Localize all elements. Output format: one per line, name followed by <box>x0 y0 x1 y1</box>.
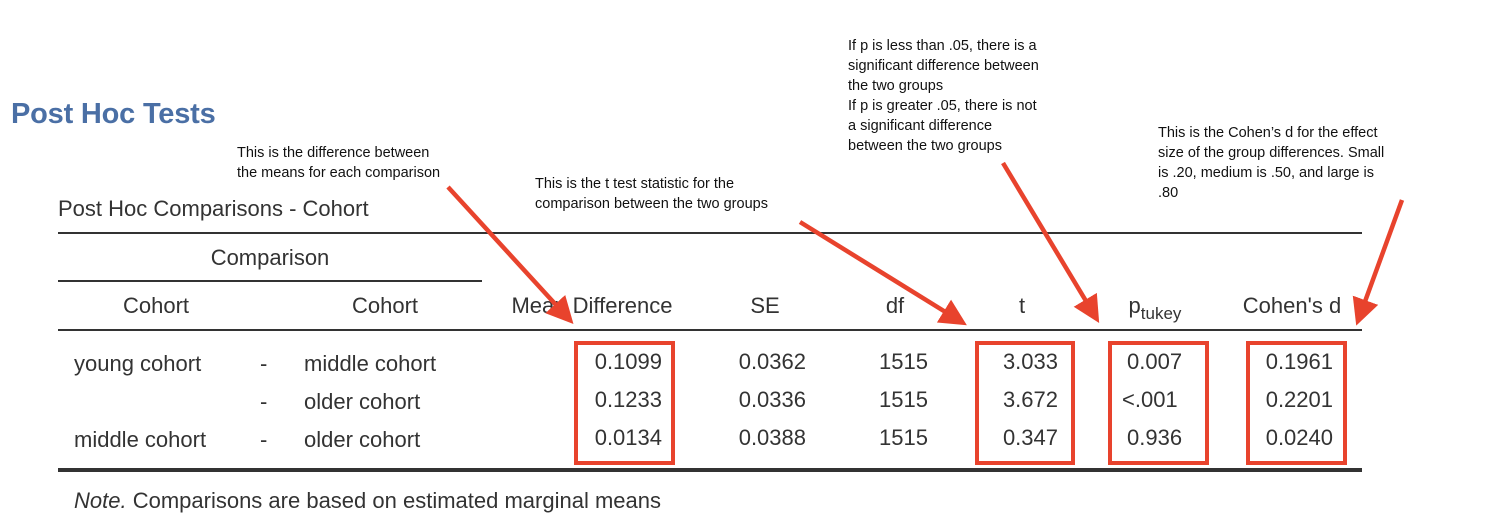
annotation-line: the means for each comparison <box>237 165 441 181</box>
cell-p: 0.007 <box>1127 349 1183 374</box>
cell-cohort1: young cohort <box>74 351 202 376</box>
note-label: Note. <box>74 488 127 513</box>
header-comparison-group: Comparison <box>210 245 330 270</box>
table-note: Note. Comparisons are based on estimated… <box>74 488 661 514</box>
annotation-cohens-d: This is the Cohen’s d for the effect siz… <box>1158 123 1384 203</box>
cell-mean-difference: 0.0134 <box>594 425 662 450</box>
cell-mean-difference: 0.1233 <box>594 387 662 412</box>
cell-cohort2: older cohort <box>304 389 421 414</box>
annotation-line: is .20, medium is .50, and large is <box>1158 165 1374 181</box>
annotation-line: .80 <box>1158 185 1179 201</box>
table-bottom-rule <box>58 468 1362 472</box>
highlight-box-t <box>975 341 1075 465</box>
cell-p: <.001 <box>1122 387 1178 412</box>
annotation-line: a significant difference <box>848 118 993 134</box>
cell-df: 1515 <box>879 349 928 374</box>
annotation-line: This is the t test statistic for the <box>535 176 735 192</box>
header-p-label: p <box>1128 293 1141 318</box>
cell-cohens-d: 0.0240 <box>1265 425 1333 450</box>
cell-t: 0.347 <box>1002 425 1058 450</box>
cell-cohort1: middle cohort <box>74 427 207 452</box>
annotation-line: between the two groups <box>848 138 1002 154</box>
cell-df: 1515 <box>879 425 928 450</box>
header-se: SE <box>750 293 780 318</box>
cell-df: 1515 <box>879 387 928 412</box>
header-df: df <box>885 293 905 318</box>
table-title: Post Hoc Comparisons - Cohort <box>58 196 369 221</box>
header-t: t <box>1018 293 1026 318</box>
cell-separator: - <box>260 351 268 376</box>
annotation-line: the two groups <box>848 78 944 94</box>
annotation-t-stat: This is the t test statistic for the com… <box>535 174 768 214</box>
header-mean-difference: Mean Difference <box>511 293 673 318</box>
annotation-line: If p is less than .05, there is a <box>848 38 1037 54</box>
table-top-rule <box>58 232 1362 234</box>
header-p-tukey: ptukey <box>1100 293 1210 324</box>
header-cohort-1: Cohort <box>122 293 190 318</box>
header-p-subscript: tukey <box>1140 304 1182 323</box>
comparison-group-rule <box>58 280 482 282</box>
annotation-p-value: If p is less than .05, there is a signif… <box>848 36 1039 156</box>
section-title: Post Hoc Tests <box>11 98 216 130</box>
cell-se: 0.0336 <box>738 387 806 412</box>
cell-mean-difference: 0.1099 <box>594 349 662 374</box>
note-text: Comparisons are based on estimated margi… <box>126 488 661 513</box>
cell-cohort2: middle cohort <box>304 351 437 376</box>
annotation-line: significant difference between <box>848 58 1039 74</box>
cell-cohort2: older cohort <box>304 427 421 452</box>
cell-cohens-d: 0.1961 <box>1265 349 1333 374</box>
highlight-box-p-tukey <box>1108 341 1209 465</box>
cell-se: 0.0362 <box>738 349 806 374</box>
cell-t: 3.672 <box>1002 387 1058 412</box>
arrow-icon-cohens-d <box>1352 199 1405 326</box>
annotation-mean-difference: This is the difference between the means… <box>237 143 440 183</box>
annotation-line: comparison between the two groups <box>535 196 768 212</box>
highlight-box-mean-difference <box>574 341 675 465</box>
highlight-box-cohens-d <box>1246 341 1347 465</box>
cell-cohens-d: 0.2201 <box>1265 387 1333 412</box>
annotation-line: This is the Cohen’s d for the effect <box>1158 125 1378 141</box>
cell-p: 0.936 <box>1127 425 1183 450</box>
header-bottom-rule <box>58 329 1362 331</box>
cell-t: 3.033 <box>1002 349 1058 374</box>
cell-separator: - <box>260 427 268 452</box>
annotation-line: If p is greater .05, there is not <box>848 98 1037 114</box>
header-cohort-2: Cohort <box>351 293 419 318</box>
annotation-line: size of the group differences. Small <box>1158 145 1385 161</box>
header-cohens-d: Cohen's d <box>1242 293 1342 318</box>
annotation-line: This is the difference between <box>237 145 430 161</box>
cell-separator: - <box>260 389 268 414</box>
cell-se: 0.0388 <box>738 425 806 450</box>
